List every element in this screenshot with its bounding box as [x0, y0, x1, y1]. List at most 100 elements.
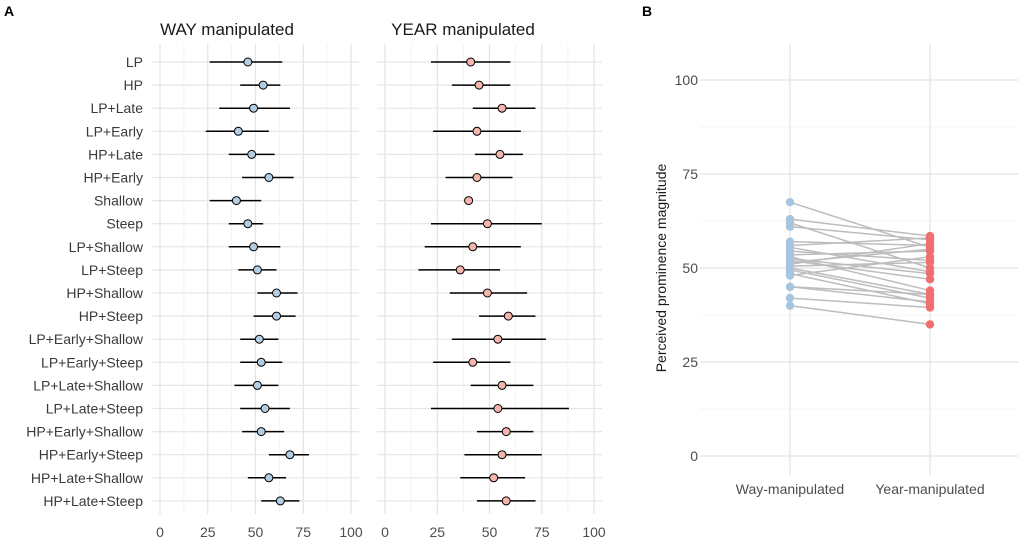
point-year-7 — [482, 219, 492, 229]
slope-line-11 — [789, 259, 931, 281]
point-year-2 — [497, 103, 507, 113]
y-axis-title: Perceived prominence magnitude — [653, 164, 669, 373]
year-panel-title: YEAR manipulated — [391, 20, 535, 39]
year-point-11 — [925, 275, 935, 284]
slope-line-21 — [789, 304, 931, 326]
year-point-13 — [925, 239, 935, 248]
condition-label-17: HP+Early+Steep — [39, 447, 143, 463]
point-way-12 — [254, 334, 264, 344]
year-point-21 — [925, 320, 935, 329]
year-point-18 — [925, 252, 935, 261]
point-year-0 — [466, 57, 476, 67]
x-tick-way-75: 75 — [295, 524, 311, 540]
slope-line-4 — [789, 240, 931, 247]
condition-label-2: LP+Late — [90, 100, 143, 116]
x-tick-way-25: 25 — [200, 524, 216, 540]
point-way-8 — [249, 242, 259, 252]
slope-line-22 — [789, 286, 931, 296]
point-year-3 — [472, 126, 482, 136]
point-way-1 — [258, 80, 268, 90]
condition-label-0: LP — [126, 54, 143, 70]
slope-line-3 — [789, 225, 931, 241]
point-way-5 — [264, 173, 274, 182]
slope-line-19 — [789, 286, 931, 303]
point-year-11 — [503, 311, 513, 321]
condition-label-4: HP+Late — [88, 146, 143, 162]
point-year-10 — [482, 288, 492, 298]
point-way-7 — [243, 219, 253, 229]
panel-a-label: A — [4, 3, 14, 19]
point-way-6 — [231, 196, 241, 206]
slope-line-13 — [789, 242, 931, 265]
chart-b: 0 25 50 75 100 Way-manipulated Year-manipulate… — [653, 44, 1018, 497]
y-tick-b-25: 25 — [682, 354, 698, 370]
condition-label-18: HP+Late+Shallow — [31, 470, 144, 486]
panel-b-label: B — [642, 3, 652, 19]
point-way-15 — [260, 404, 270, 413]
way-point-22 — [785, 282, 795, 291]
point-way-14 — [252, 380, 262, 390]
point-way-16 — [256, 427, 266, 437]
point-way-4 — [247, 149, 257, 159]
point-year-13 — [468, 357, 478, 367]
point-year-8 — [468, 242, 478, 252]
way-panel-title: WAY manipulated — [160, 20, 294, 39]
way-point-0 — [785, 198, 795, 207]
y-tick-b-75: 75 — [682, 166, 698, 182]
x-tick-way-50: 50 — [248, 524, 264, 540]
point-year-12 — [493, 334, 503, 344]
point-year-19 — [501, 496, 511, 506]
condition-label-16: HP+Early+Shallow — [26, 424, 144, 440]
way-point-20 — [785, 293, 795, 303]
x-tick-way-100: 100 — [339, 524, 363, 540]
point-way-19 — [275, 496, 285, 506]
condition-label-13: LP+Early+Steep — [41, 354, 143, 370]
condition-label-19: HP+Late+Steep — [43, 493, 143, 509]
y-tick-b-50: 50 — [682, 260, 698, 276]
condition-label-3: LP+Early — [86, 123, 143, 139]
way-point-21 — [785, 301, 795, 310]
x-tick-year-75: 75 — [534, 524, 550, 540]
point-way-18 — [264, 473, 274, 483]
x-tick-year-100: 100 — [582, 524, 606, 540]
point-way-0 — [243, 57, 253, 67]
y-tick-b-100: 100 — [675, 72, 699, 88]
point-year-16 — [501, 427, 511, 437]
condition-label-8: LP+Shallow — [69, 239, 144, 255]
point-year-17 — [497, 450, 507, 460]
condition-label-14: LP+Late+Shallow — [33, 377, 144, 393]
x-tick-year-0: 0 — [381, 524, 389, 540]
point-year-15 — [493, 404, 503, 413]
point-year-14 — [497, 380, 507, 390]
slope-line-1 — [789, 218, 931, 237]
condition-label-5: HP+Early — [83, 170, 143, 186]
point-way-10 — [272, 288, 282, 298]
point-year-9 — [455, 265, 465, 275]
condition-label-1: HP — [124, 77, 143, 93]
point-way-17 — [285, 450, 295, 460]
condition-label-10: HP+Shallow — [66, 285, 144, 301]
x-tick-year-25: 25 — [429, 524, 445, 540]
slope-line-9 — [789, 255, 931, 292]
x-tick-year-50: 50 — [482, 524, 498, 540]
y-tick-b-0: 0 — [690, 448, 698, 464]
point-year-18 — [489, 473, 499, 483]
way-point-3 — [785, 222, 795, 231]
condition-label-15: LP+Late+Steep — [46, 401, 144, 417]
point-year-5 — [472, 173, 482, 182]
slope-line-14 — [789, 261, 931, 267]
slope-line-6 — [789, 246, 931, 273]
x-tick-way-0: 0 — [156, 524, 164, 540]
point-way-3 — [233, 126, 243, 136]
way-point-18 — [785, 271, 795, 280]
slope-line-18 — [789, 255, 931, 277]
slope-line-0 — [789, 201, 931, 249]
point-year-4 — [495, 149, 505, 159]
condition-label-9: LP+Steep — [81, 262, 143, 278]
chart-a: 0 25 50 75 100 0 25 50 75 100 LP HP LP+Late LP+Early H… — [26, 44, 606, 540]
category-label-0: Way-manipulated — [736, 481, 844, 497]
year-point-20 — [925, 303, 935, 312]
condition-label-6: Shallow — [94, 193, 144, 209]
condition-label-12: LP+Early+Shallow — [29, 331, 144, 347]
